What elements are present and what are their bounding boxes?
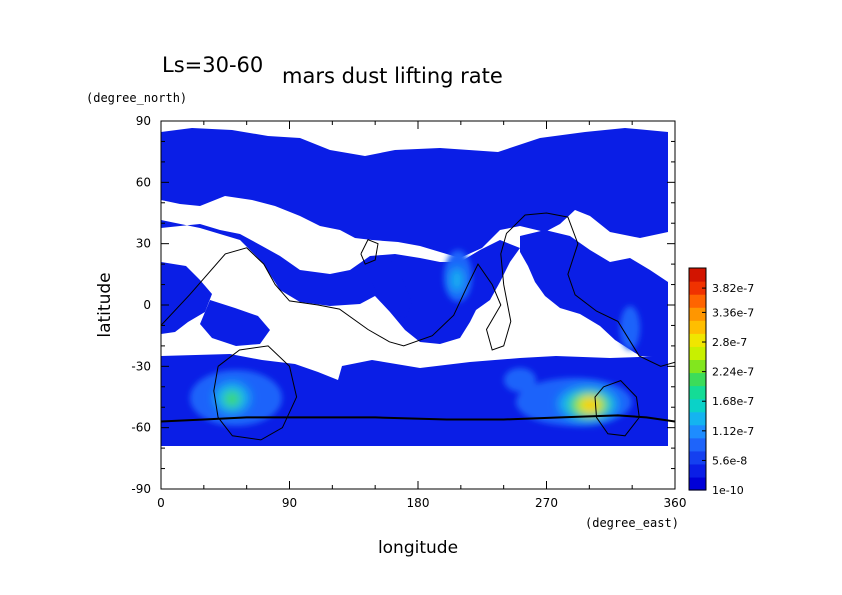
south-band bbox=[161, 354, 668, 446]
y-units-label: (degree_north) bbox=[86, 91, 187, 105]
colorbar-swatch bbox=[689, 398, 706, 413]
y-tick-label: -60 bbox=[131, 421, 151, 435]
field-hot-layer bbox=[214, 267, 618, 422]
contour-western-loop bbox=[213, 345, 298, 441]
x-tick-label: 90 bbox=[282, 496, 297, 510]
hot-core-west bbox=[224, 391, 240, 407]
x-tick-label: 180 bbox=[407, 496, 430, 510]
colorbar-swatch bbox=[689, 268, 706, 282]
central-blob bbox=[372, 258, 412, 318]
colorbar-tick-label: 2.24e-7 bbox=[712, 366, 754, 379]
y-tick-label: 90 bbox=[136, 114, 151, 128]
colorbar-tick-label: 3.36e-7 bbox=[712, 306, 754, 319]
colorbar-swatch bbox=[689, 476, 706, 491]
colorbar-swatch bbox=[689, 463, 706, 478]
mid-patch-south-center bbox=[504, 368, 536, 392]
x-units-label: (degree_east) bbox=[585, 516, 679, 530]
colorbar-tick-label: 3.82e-7 bbox=[712, 282, 754, 295]
contour-southern-line bbox=[161, 414, 675, 423]
x-tick-label: 270 bbox=[535, 496, 558, 510]
colorbar-frame bbox=[688, 267, 707, 491]
colorbar-swatch bbox=[689, 307, 706, 321]
x-axis-label: longitude bbox=[378, 538, 458, 558]
axis-ticks: 0 90 180 270 360 -90 -60 -30 0 30 60 90 bbox=[131, 114, 686, 510]
hot-spot-central bbox=[450, 267, 464, 293]
y-tick-label: -90 bbox=[131, 482, 151, 496]
colorbar-tick-label: 2.8e-7 bbox=[712, 336, 747, 349]
contour-lines bbox=[161, 212, 675, 441]
colorbar-swatch bbox=[689, 385, 706, 400]
y-axis-label: latitude bbox=[95, 272, 115, 337]
x-tick-label: 0 bbox=[157, 496, 165, 510]
colorbar-swatch bbox=[689, 359, 706, 374]
north-cap bbox=[161, 128, 668, 258]
y-tick-label: 30 bbox=[136, 237, 151, 251]
colorbar-swatch bbox=[689, 411, 706, 426]
chart-title: mars dust lifting rate bbox=[282, 64, 503, 88]
mid-patch-east bbox=[620, 306, 640, 350]
colorbar-tick-label: 1e-10 bbox=[712, 484, 744, 497]
colorbar-swatch bbox=[689, 372, 706, 387]
colorbar-swatch bbox=[689, 346, 706, 361]
hot-peak-east bbox=[585, 400, 597, 410]
colorbar-swatch bbox=[689, 333, 706, 347]
x-tick-label: 360 bbox=[664, 496, 687, 510]
colorbar-swatch bbox=[689, 281, 706, 295]
field-base-layer bbox=[161, 128, 668, 446]
chart-subtitle: Ls=30-60 bbox=[162, 53, 263, 77]
y-tick-label: 60 bbox=[136, 175, 151, 189]
colorbar-swatch bbox=[689, 320, 706, 334]
colorbar-swatch bbox=[689, 450, 706, 465]
colorbar-tick-label: 1.12e-7 bbox=[712, 425, 754, 438]
colorbar-swatch bbox=[689, 437, 706, 452]
colorbar-swatch bbox=[689, 424, 706, 439]
colorbar-swatch bbox=[689, 294, 706, 308]
y-tick-label: -30 bbox=[131, 359, 151, 373]
equatorial-strip bbox=[200, 300, 270, 346]
mid-mass-west bbox=[161, 220, 520, 344]
colorbar: 1e-10 5.6e-8 1.12e-7 1.68e-7 2.24e-7 2.8e-7 3.… bbox=[688, 267, 754, 497]
contour-small-loop bbox=[360, 238, 379, 265]
contour-zero-line bbox=[161, 212, 675, 367]
dust-field bbox=[161, 121, 675, 489]
y-tick-label: 0 bbox=[143, 298, 151, 312]
contour-eastern-loop bbox=[594, 380, 640, 437]
colorbar-tick-label: 1.68e-7 bbox=[712, 395, 754, 408]
colorbar-tick-label: 5.6e-8 bbox=[712, 454, 747, 467]
